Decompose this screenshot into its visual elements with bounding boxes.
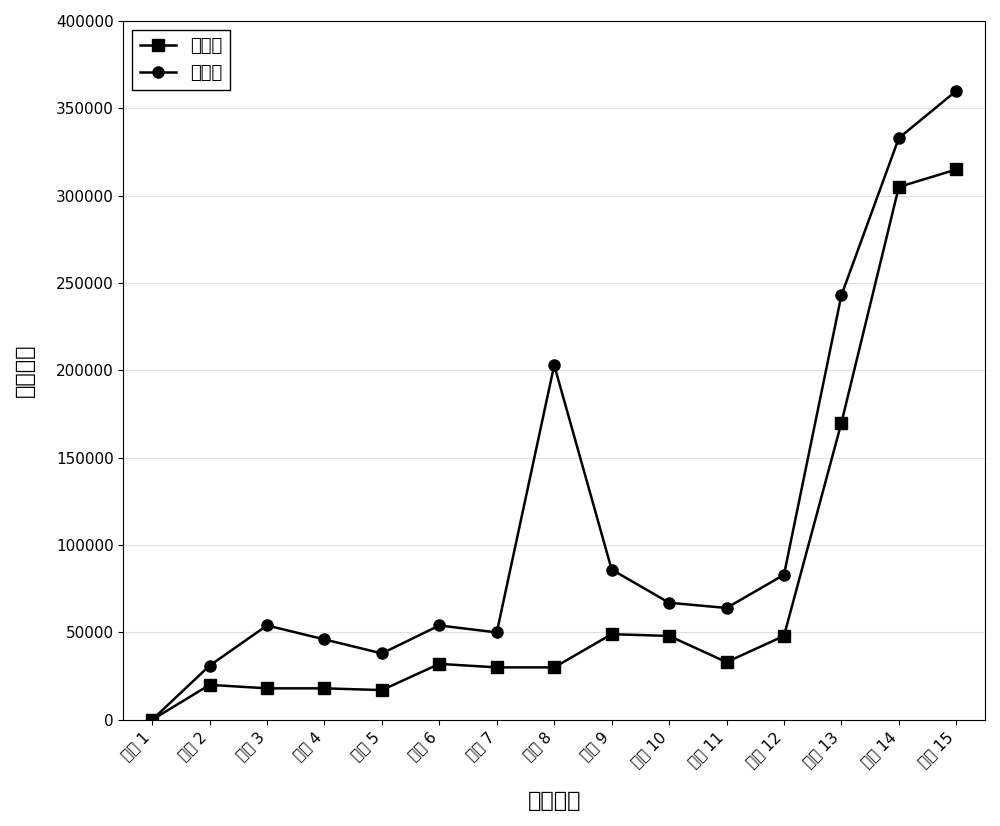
解耦前 xyxy=(376,648,388,658)
解耦后 xyxy=(204,680,216,690)
解耦后 xyxy=(146,714,158,724)
解耦后 xyxy=(778,631,790,641)
Y-axis label: 通信开销: 通信开销 xyxy=(15,344,35,397)
解耦前 xyxy=(721,603,733,613)
解耦前 xyxy=(663,598,675,608)
解耦后 xyxy=(433,659,445,669)
解耦前 xyxy=(606,565,618,575)
解耦前 xyxy=(950,86,962,96)
解耦前 xyxy=(146,714,158,724)
解耦前 xyxy=(491,628,503,638)
Legend: 解耦后, 解耦前: 解耦后, 解耦前 xyxy=(132,30,230,89)
解耦前 xyxy=(548,360,560,370)
解耦后 xyxy=(491,662,503,672)
解耦前 xyxy=(318,634,330,644)
解耦前 xyxy=(433,620,445,630)
解耦后 xyxy=(261,683,273,693)
解耦后 xyxy=(893,182,905,192)
解耦前 xyxy=(261,620,273,630)
解耦后 xyxy=(721,657,733,667)
解耦后 xyxy=(835,418,847,428)
解耦前 xyxy=(204,661,216,671)
X-axis label: 服务编号: 服务编号 xyxy=(527,791,581,811)
解耦后 xyxy=(548,662,560,672)
Line: 解耦前: 解耦前 xyxy=(147,85,962,725)
解耦后 xyxy=(950,164,962,174)
解耦后 xyxy=(663,631,675,641)
解耦前 xyxy=(778,570,790,580)
解耦后 xyxy=(376,685,388,695)
Line: 解耦后: 解耦后 xyxy=(147,164,962,725)
解耦后 xyxy=(318,683,330,693)
解耦前 xyxy=(835,290,847,300)
解耦前 xyxy=(893,133,905,143)
解耦后 xyxy=(606,629,618,639)
